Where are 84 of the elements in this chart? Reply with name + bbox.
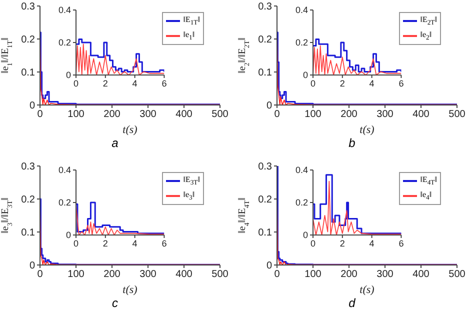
x-tick-label: 6 bbox=[162, 78, 167, 88]
x-tick-label: 100 bbox=[304, 269, 322, 280]
x-tick-label: 0 bbox=[310, 78, 316, 88]
x-tick-label: 2 bbox=[340, 78, 345, 88]
y-tick-label: 0 bbox=[266, 100, 272, 112]
x-tick-label: 2 bbox=[102, 78, 108, 88]
text: a bbox=[110, 136, 120, 150]
y-tick-label: 0.2 bbox=[258, 194, 272, 206]
y-tick-label: 0.4 bbox=[58, 165, 71, 176]
y-tick-label: 0 bbox=[66, 230, 71, 240]
x-tick-label: 300 bbox=[140, 109, 157, 120]
legend-label: ‖e$_{3}$‖ bbox=[183, 188, 195, 204]
y-tick-label: 0.2 bbox=[258, 34, 272, 46]
x-tick-label: 100 bbox=[304, 109, 322, 120]
y-tick-label: 0.3 bbox=[258, 2, 272, 13]
x-tick-label: 0 bbox=[73, 78, 79, 88]
y-tick-label: 0 bbox=[302, 230, 308, 240]
legend-label: ‖E$_{4T}$‖ bbox=[420, 174, 437, 189]
x-tick-label: 0 bbox=[73, 238, 79, 248]
x-tick-label: 4 bbox=[369, 78, 374, 88]
x-tick-label: 4 bbox=[132, 78, 138, 88]
x-tick-label: 400 bbox=[412, 109, 430, 120]
legend-label: ‖E$_{3T}$‖ bbox=[183, 174, 200, 189]
x-tick-label: 0 bbox=[37, 269, 44, 280]
x-tick-label: 400 bbox=[412, 269, 430, 280]
y-tick-label: 0.2 bbox=[58, 198, 71, 208]
x-tick-label: 200 bbox=[340, 109, 358, 120]
y-tick-label: 0.3 bbox=[21, 2, 36, 13]
x-axis-title: t(s) bbox=[360, 284, 375, 296]
x-tick-label: 500 bbox=[448, 269, 466, 280]
x-axis-title: t(s) bbox=[122, 284, 138, 296]
x-tick-label: 2 bbox=[340, 238, 345, 248]
y-tick-label: 0.1 bbox=[21, 68, 36, 79]
legend-label: ‖e$_{4}$‖ bbox=[420, 188, 432, 204]
x-tick-label: 4 bbox=[369, 238, 374, 248]
y-tick-label: 0 bbox=[29, 100, 36, 112]
x-axis-title: t(s) bbox=[360, 124, 375, 136]
text: b bbox=[348, 136, 356, 150]
y-tick-label: 0 bbox=[302, 70, 308, 80]
y-tick-label: 0.3 bbox=[21, 162, 36, 173]
x-tick-label: 0 bbox=[37, 109, 44, 120]
legend-label: ‖e$_{2}$‖ bbox=[420, 28, 432, 44]
x-tick-label: 300 bbox=[376, 269, 394, 280]
x-tick-label: 500 bbox=[212, 269, 229, 280]
x-tick-label: 200 bbox=[104, 109, 121, 120]
y-tick-label: 0 bbox=[66, 70, 71, 80]
y-tick-label: 0.1 bbox=[258, 228, 272, 239]
x-tick-label: 100 bbox=[68, 269, 85, 280]
y-tick-label: 0.2 bbox=[58, 38, 71, 48]
y-tick-label: 0.4 bbox=[58, 5, 71, 16]
x-tick-label: 0 bbox=[310, 238, 316, 248]
y-tick-label: 0.2 bbox=[295, 38, 308, 48]
x-tick-label: 100 bbox=[68, 109, 85, 120]
x-tick-label: 6 bbox=[162, 238, 167, 248]
y-tick-label: 0.3 bbox=[258, 162, 272, 173]
x-tick-label: 0 bbox=[274, 269, 280, 280]
x-tick-label: 6 bbox=[398, 238, 404, 248]
x-tick-label: 400 bbox=[176, 269, 193, 280]
y-tick-label: 0 bbox=[266, 260, 272, 272]
y-tick-label: 0.2 bbox=[295, 198, 308, 208]
x-tick-label: 2 bbox=[102, 238, 108, 248]
y-tick-label: 0.4 bbox=[295, 165, 308, 176]
legend-label: ‖e$_{1}$‖ bbox=[183, 28, 195, 44]
y-tick-label: 0.2 bbox=[21, 194, 36, 206]
x-axis-title: t(s) bbox=[122, 124, 138, 136]
x-tick-label: 0 bbox=[274, 109, 280, 120]
x-tick-label: 4 bbox=[132, 238, 138, 248]
x-tick-label: 500 bbox=[448, 109, 466, 120]
y-tick-label: 0 bbox=[29, 260, 36, 272]
legend-label: ‖E$_{1T}$‖ bbox=[183, 14, 200, 29]
text: d bbox=[348, 296, 356, 310]
y-tick-label: 0.1 bbox=[21, 228, 36, 239]
text: c bbox=[111, 296, 119, 310]
y-tick-label: 0.1 bbox=[258, 68, 272, 79]
x-tick-label: 200 bbox=[340, 269, 358, 280]
legend-label: ‖E$_{2T}$‖ bbox=[420, 14, 437, 29]
x-tick-label: 300 bbox=[140, 269, 157, 280]
x-tick-label: 300 bbox=[376, 109, 394, 120]
x-tick-label: 200 bbox=[104, 269, 121, 280]
y-tick-label: 0.2 bbox=[21, 34, 36, 46]
y-tick-label: 0.4 bbox=[295, 5, 308, 16]
x-tick-label: 6 bbox=[398, 78, 404, 88]
x-tick-label: 400 bbox=[176, 109, 193, 120]
x-tick-label: 500 bbox=[212, 109, 229, 120]
